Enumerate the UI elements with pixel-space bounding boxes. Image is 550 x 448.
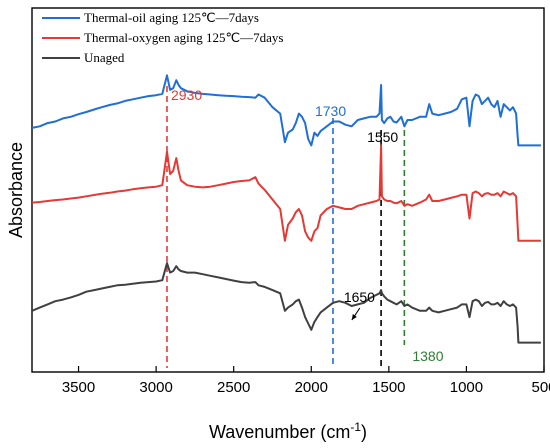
- x-tick-label: 2500: [217, 379, 250, 396]
- annotation-label-1730: 1730: [315, 103, 346, 119]
- legend-label-2: Unaged: [84, 50, 125, 65]
- x-tick-label: 3500: [62, 379, 95, 396]
- annotation-label-2930: 2930: [171, 87, 202, 103]
- series-line-0: [31, 74, 541, 147]
- legend-label-0: Thermal-oil aging 125℃—7days: [84, 10, 259, 25]
- x-tick-label: 500: [531, 379, 550, 396]
- series-line-2: [31, 262, 541, 344]
- series-group: [31, 74, 541, 344]
- annotation-label-1550: 1550: [367, 129, 398, 145]
- x-tick-label: 1000: [450, 379, 483, 396]
- annotation-arrow-head-1650: [351, 314, 357, 320]
- x-tick-label: 3000: [139, 379, 172, 396]
- x-tick-label: 1500: [372, 379, 405, 396]
- x-axis-title: Wavenumber (cm-1): [209, 420, 367, 442]
- y-axis-title: Absorbance: [6, 142, 26, 238]
- annotation-lines: [166, 86, 406, 368]
- annotation-label-1380: 1380: [412, 348, 443, 364]
- plot-frame: [31, 7, 545, 373]
- annotation-labels: 2930 1730 1550 1380 1650: [171, 87, 444, 364]
- series-line-1: [31, 144, 541, 242]
- legend: Thermal-oil aging 125℃—7days Thermal-oxyg…: [42, 10, 283, 65]
- x-tick-label: 2000: [295, 379, 328, 396]
- legend-label-1: Thermal-oxygen aging 125℃—7days: [84, 30, 283, 45]
- annotation-label-1650: 1650: [344, 289, 375, 305]
- x-axis-ticks: 3500 3000 2500 2000 1500 1000 500: [62, 366, 550, 396]
